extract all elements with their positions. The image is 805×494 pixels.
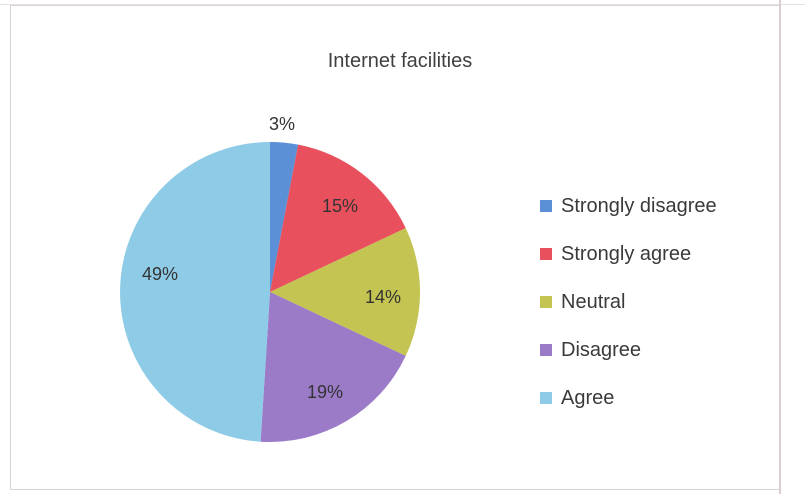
legend-label: Disagree	[561, 338, 642, 361]
legend-item-strongly-disagree: Strongly disagree	[540, 182, 717, 230]
pie-slice-strongly-agree	[270, 144, 406, 292]
legend-label: Agree	[561, 386, 615, 409]
pie-slice-agree	[120, 142, 270, 442]
pie-slice-neutral	[270, 228, 420, 356]
legend-swatch	[540, 296, 552, 308]
data-label-disagree: 19%	[307, 382, 343, 402]
legend-swatch	[540, 392, 552, 404]
data-label-strongly-agree: 15%	[322, 196, 358, 216]
legend-item-strongly-agree: Strongly agree	[540, 230, 717, 278]
chart-legend: Strongly disagree Strongly agree Neutral Di…	[540, 182, 717, 422]
pie-slice-disagree	[260, 292, 406, 442]
legend-label: Strongly agree	[561, 242, 692, 265]
legend-item-disagree: Disagree	[540, 326, 717, 374]
legend-label: Strongly disagree	[561, 194, 717, 217]
legend-item-neutral: Neutral	[540, 278, 717, 326]
legend-label: Neutral	[561, 290, 626, 313]
legend-swatch	[540, 344, 552, 356]
frame-right-border	[779, 0, 781, 494]
pie-slice-strongly-disagree	[270, 142, 299, 292]
data-label-agree: 49%	[142, 264, 178, 284]
data-label-strongly-disagree: 3%	[269, 114, 295, 134]
frame-top-border	[0, 4, 805, 5]
legend-swatch	[540, 248, 552, 260]
legend-swatch	[540, 200, 552, 212]
data-label-neutral: 14%	[365, 287, 401, 307]
legend-item-agree: Agree	[540, 374, 717, 422]
chart-title: Internet facilities	[327, 50, 473, 72]
